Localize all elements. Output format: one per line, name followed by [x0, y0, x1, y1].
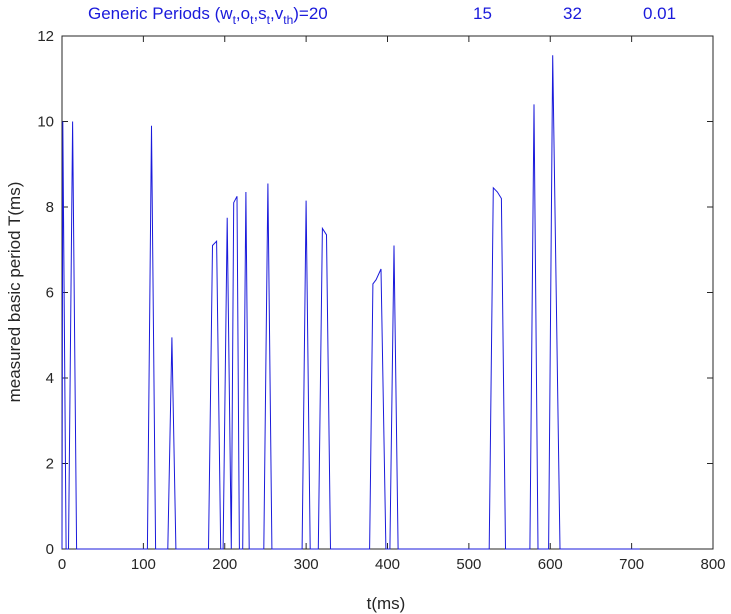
- chart-title-value-2: 32: [563, 4, 582, 23]
- y-axis-label: measured basic period T(ms): [5, 182, 24, 403]
- chart-title-part-v: ,v: [270, 4, 284, 23]
- chart-title-prefix: Generic Periods (w: [88, 4, 233, 23]
- x-tick-label-1: 100: [131, 556, 156, 573]
- x-tick-label-8: 800: [700, 556, 725, 573]
- chart-title-part-o: ,o: [236, 4, 250, 23]
- x-tick-label-4: 400: [375, 556, 400, 573]
- x-tick-label-2: 200: [212, 556, 237, 573]
- y-tick-label-2: 4: [46, 370, 54, 387]
- y-tick-label-1: 2: [46, 456, 54, 473]
- x-tick-label-5: 500: [456, 556, 481, 573]
- y-tick-label-5: 10: [37, 114, 54, 131]
- axis-tick-labels: 0 100 200 300 400 500 600 700 800 0 2 4 6 8 10 12: [37, 28, 725, 573]
- y-tick-label-4: 8: [46, 199, 54, 216]
- chart-title-value-1: 15: [473, 4, 492, 23]
- x-tick-label-3: 300: [294, 556, 319, 573]
- series-line-measured-period: [61, 55, 640, 550]
- chart-title-value-3: 0.01: [643, 4, 676, 23]
- y-tick-label-6: 12: [37, 28, 54, 45]
- x-tick-label-6: 600: [538, 556, 563, 573]
- x-tick-label-0: 0: [58, 556, 66, 573]
- chart-title-part-s: ,s: [253, 4, 266, 23]
- chart-title-sub-o: t: [250, 13, 254, 27]
- chart-title-sub-w: t: [233, 13, 237, 27]
- chart-title: Generic Periods (wt,ot,st,vth)=20: [88, 4, 328, 27]
- y-tick-label-3: 6: [46, 285, 54, 302]
- x-tick-label-7: 700: [619, 556, 644, 573]
- y-tick-label-0: 0: [46, 541, 54, 558]
- chart-title-suffix: )=20: [293, 4, 328, 23]
- chart-title-sub-v: th: [283, 13, 293, 27]
- x-axis-label: t(ms): [367, 594, 406, 613]
- chart-title-sub-s: t: [267, 13, 271, 27]
